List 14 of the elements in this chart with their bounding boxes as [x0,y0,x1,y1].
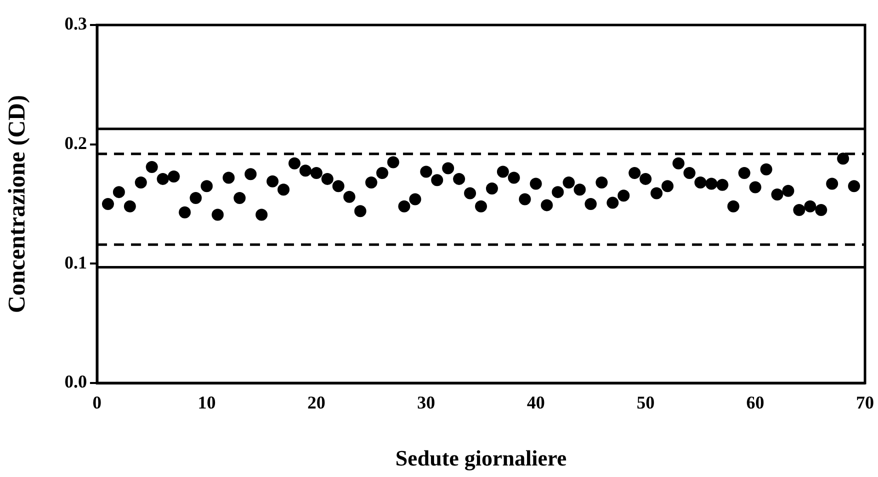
x-tick-label: 70 [856,392,874,412]
x-tick-label: 10 [198,392,216,412]
y-tick-label: 0.0 [64,372,87,392]
y-tick-label: 0.3 [64,14,87,34]
x-axis-title: Sedute giornaliere [395,445,567,470]
x-tick-label: 40 [526,392,545,412]
x-tick-label: 20 [307,392,326,412]
y-tick-label: 0.2 [64,132,87,153]
y-tick-label: 0.1 [64,252,87,272]
x-tick-label: 60 [746,392,764,412]
y-axis-title: Concentrazione (CD) [4,95,31,313]
x-tick-label: 30 [417,392,436,412]
x-tick-label: 50 [636,392,655,412]
x-tick-label: 0 [92,392,102,412]
